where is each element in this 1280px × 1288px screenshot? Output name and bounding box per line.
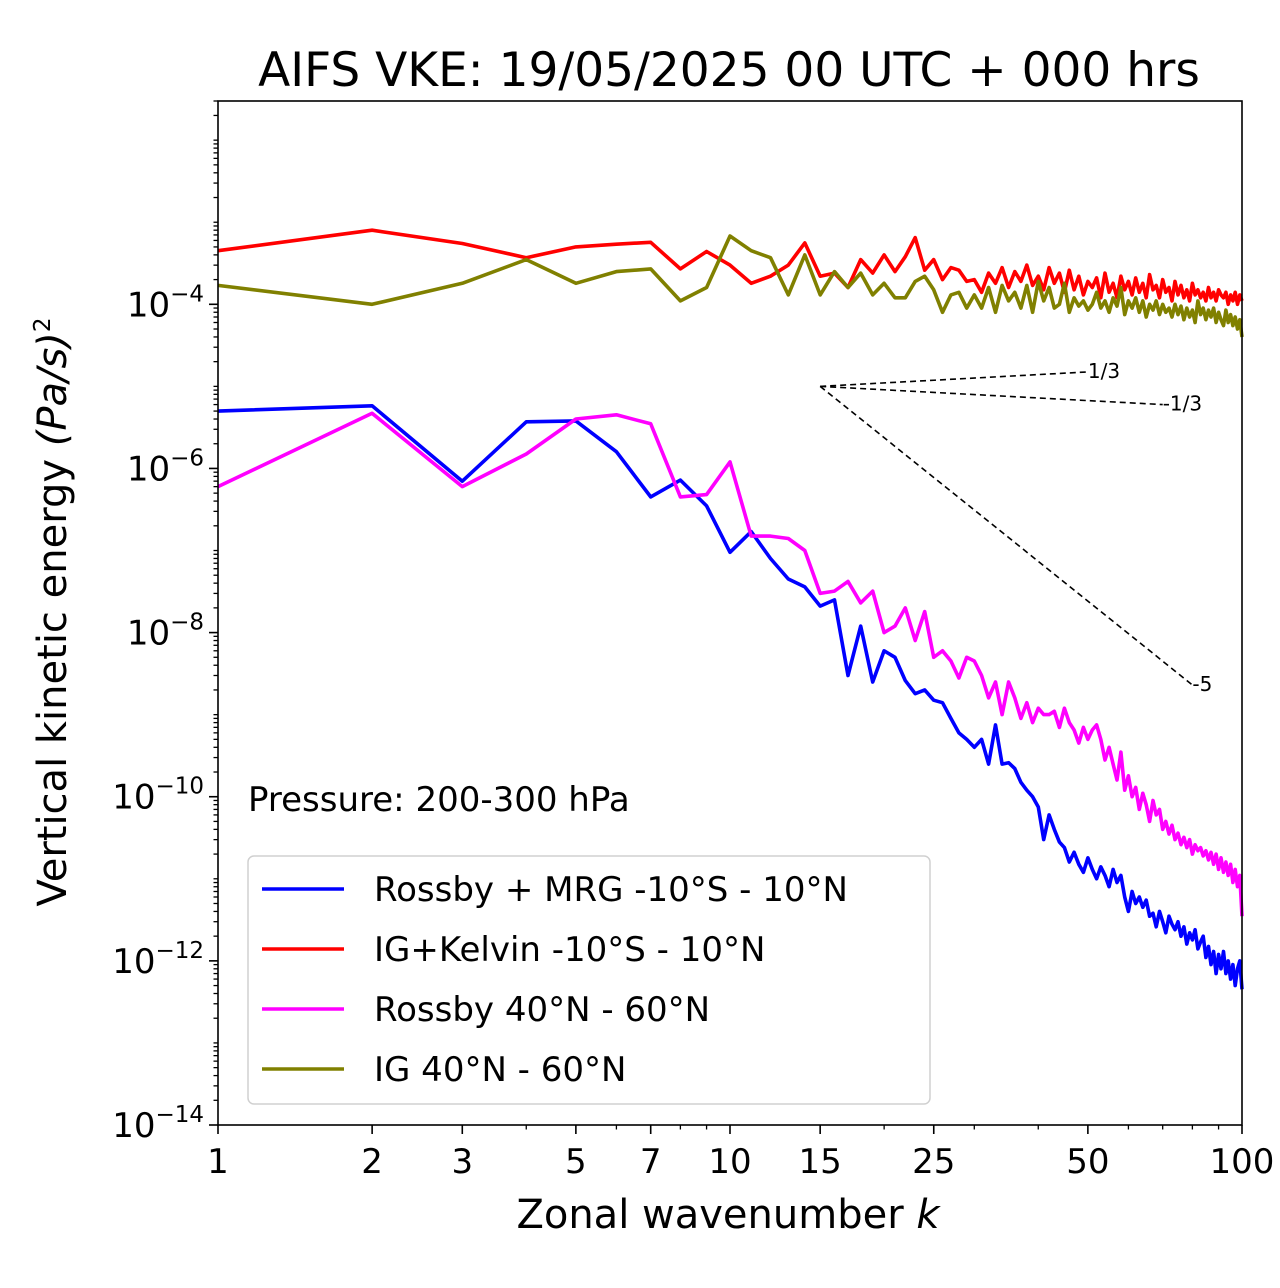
series-line-rossby-mrg-10-s-10-n [217,403,1244,990]
chart-title: AIFS VKE: 19/05/2025 00 UTC + 000 hrs [258,43,1200,98]
slope-layer: 1/3 -1/3 -5 [819,359,1212,696]
legend-box [247,855,931,1105]
x-tick-label: 2 [361,1142,383,1182]
x-axis-ticks: 1 2 3 5 7 10 15 25 50 100 [207,1125,1274,1182]
slope-line [819,385,1193,686]
x-tick-label: 50 [1066,1142,1109,1182]
x-tick-label: 5 [565,1142,587,1182]
x-tick-label: 25 [912,1142,955,1182]
series-line-rossby-40-n-60-n [217,411,1244,917]
series-layer [217,228,1244,990]
x-tick-label: 100 [1210,1142,1275,1182]
series-line-ig-kelvin-10-s-10-n [217,228,1244,307]
legend-label: IG+Kelvin -10°S - 10°N [374,930,765,970]
x-tick-label: 7 [640,1142,662,1182]
legend-label: Rossby 40°N - 60°N [374,990,710,1030]
y-tick-label: 10−10 [112,774,204,818]
y-tick-label: 10−6 [127,445,204,489]
x-tick-label: 15 [799,1142,842,1182]
series-line-ig-40-n-60-n [217,234,1244,338]
y-axis-label: Vertical kinetic energy (Pa/s)2 [30,317,76,906]
y-axis-ticks: 10−14 10−12 10−10 10−8 10−6 10−4 [112,100,218,1146]
slope-line [820,385,1163,406]
y-tick-label: 10−8 [127,610,204,654]
legend-label: Rossby + MRG -10°S - 10°N [374,870,848,910]
x-axis-label: Zonal wavenumber k [516,1192,941,1238]
slope-label: 1/3 [1088,359,1120,383]
pressure-annotation: Pressure: 200-300 hPa [248,780,630,820]
slope-line [820,371,1088,388]
legend: Rossby + MRG -10°S - 10°N IG+Kelvin -10°S… [247,855,931,1105]
x-tick-label: 3 [451,1142,473,1182]
legend-label: IG 40°N - 60°N [374,1050,626,1090]
y-tick-label: 10−4 [127,281,204,325]
y-tick-label: 10−12 [112,938,204,982]
slope-label: -5 [1192,672,1212,696]
slope-label: -1/3 [1163,392,1202,416]
x-tick-label: 1 [207,1142,229,1182]
x-tick-label: 10 [708,1142,751,1182]
y-tick-label: 10−14 [112,1102,204,1146]
